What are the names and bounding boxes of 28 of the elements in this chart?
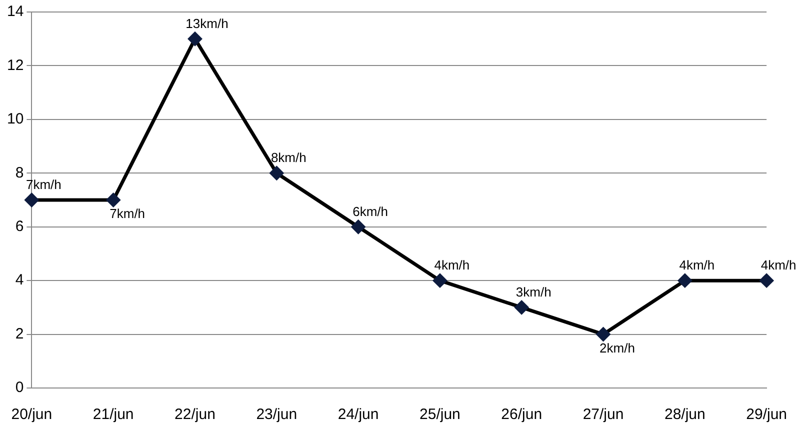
x-tick-label: 21/jun bbox=[92, 406, 134, 424]
x-tick-label: 22/jun bbox=[174, 406, 216, 424]
x-tick-label: 25/jun bbox=[420, 406, 460, 424]
y-tick-label: 10 bbox=[6, 110, 24, 128]
y-tick-label: 0 bbox=[15, 379, 24, 396]
data-label: 13km/h bbox=[186, 16, 228, 31]
y-tick-label: 12 bbox=[6, 56, 24, 74]
data-label: 6km/h bbox=[352, 204, 388, 219]
y-tick-label: 14 bbox=[6, 3, 24, 20]
data-label: 4km/h bbox=[760, 258, 796, 273]
y-tick-label: 8 bbox=[15, 164, 24, 182]
x-tick-label: 20/jun bbox=[11, 406, 52, 424]
y-tick-label: 6 bbox=[15, 218, 24, 235]
y-tick-label: 4 bbox=[15, 272, 24, 289]
x-tick-label: 24/jun bbox=[338, 406, 379, 424]
data-label: 8km/h bbox=[270, 150, 306, 166]
data-label: 7km/h bbox=[110, 206, 146, 222]
data-label: 4km/h bbox=[679, 258, 715, 273]
data-label: 4km/h bbox=[434, 258, 470, 273]
x-tick-label: 26/jun bbox=[501, 406, 542, 424]
x-tick-label: 28/jun bbox=[664, 406, 706, 424]
y-tick-label: 2 bbox=[15, 325, 24, 342]
data-label: 2km/h bbox=[600, 340, 635, 356]
x-tick-label: 29/jun bbox=[746, 406, 788, 424]
x-tick-label: 27/jun bbox=[582, 406, 624, 424]
x-tick-label: 23/jun bbox=[256, 406, 298, 424]
data-label: 7km/h bbox=[26, 177, 62, 192]
data-label: 3km/h bbox=[516, 284, 552, 300]
